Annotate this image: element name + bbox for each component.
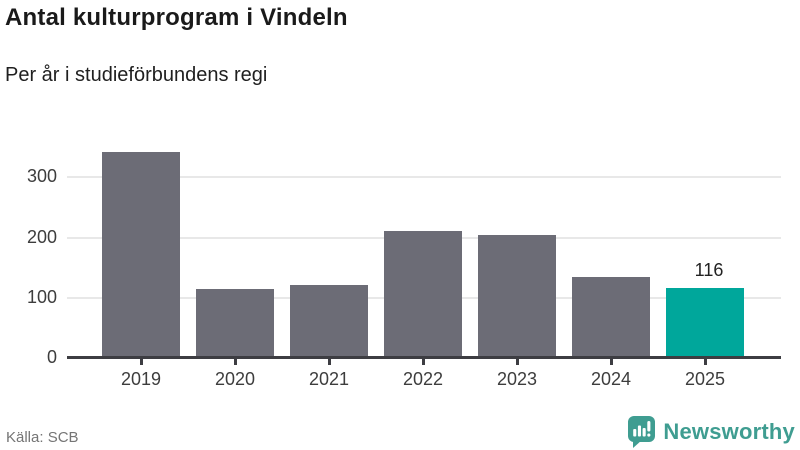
y-tick-label-100: 100 [26, 286, 57, 307]
x-tick-label-2025: 2025 [684, 369, 726, 389]
x-tick-label-2019: 2019 [120, 369, 162, 389]
source-note: Källa: SCB [6, 429, 79, 446]
bar-2025 [666, 288, 744, 358]
chart-title: Antal kulturprogram i Vindeln [5, 4, 348, 31]
x-axis-tick-2019 [139, 358, 143, 365]
x-tick-label-2020: 2020 [214, 369, 256, 389]
x-tick-label-2024: 2024 [590, 369, 632, 389]
x-axis-tick-2020 [233, 358, 237, 365]
x-axis-tick-2024 [609, 358, 613, 365]
bar-2021 [290, 285, 368, 358]
bar-2022 [384, 231, 462, 358]
x-tick-label-2023: 2023 [496, 369, 538, 389]
bar-2020 [196, 289, 274, 358]
bar-2023 [478, 235, 556, 358]
bar-2019 [102, 151, 180, 358]
x-tick-label-2021: 2021 [308, 369, 350, 389]
newsworthy-icon [628, 415, 656, 448]
x-axis-line [67, 356, 781, 359]
gridline-300 [67, 176, 781, 179]
y-tick-label-300: 300 [26, 166, 57, 187]
newsworthy-logo[interactable]: Newsworthy [627, 415, 795, 449]
x-axis-tick-2021 [327, 358, 331, 365]
value-label-2025: 116 [694, 260, 724, 281]
newsworthy-wordmark: Newsworthy [663, 419, 795, 444]
y-tick-label-0: 0 [46, 347, 57, 367]
chart-subtitle: Per år i studieförbundens regi [5, 64, 268, 86]
x-axis-tick-2025 [703, 358, 707, 365]
x-axis-tick-2022 [421, 358, 425, 365]
x-axis-tick-2023 [515, 358, 519, 365]
bar-2024 [572, 277, 650, 358]
x-tick-label-2022: 2022 [402, 369, 444, 389]
y-tick-label-200: 200 [26, 226, 57, 247]
